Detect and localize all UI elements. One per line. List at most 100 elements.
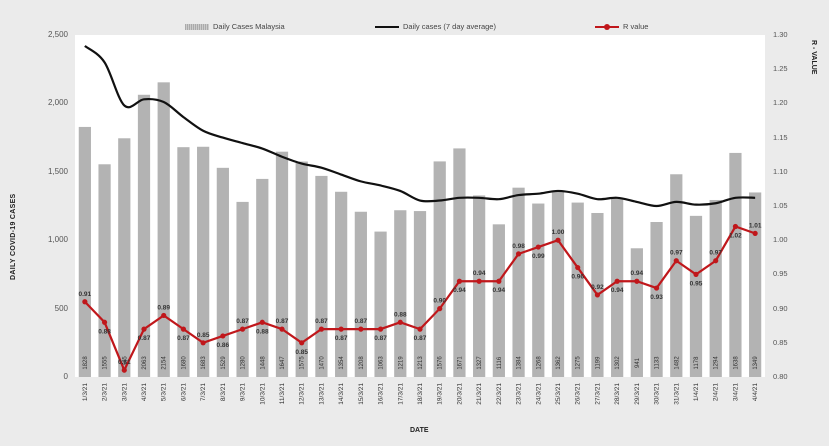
r-value-label: 1.02 (729, 233, 742, 240)
bar-value-label: 1294 (714, 356, 720, 370)
r-value-marker (82, 299, 88, 305)
bar-value-label: 1575 (300, 356, 306, 370)
bar (157, 82, 170, 378)
bar-value-label: 1199 (595, 356, 601, 370)
bar-value-label: 1362 (556, 356, 562, 370)
bar-value-label: 1384 (517, 356, 523, 370)
y-tick-left: 2,500 (47, 30, 68, 39)
r-value-marker (732, 223, 739, 230)
y-tick-left: 1,000 (47, 235, 68, 245)
y-tick-right: 1.20 (773, 98, 788, 108)
bar-value-label: 2154 (162, 356, 168, 370)
r-value-marker (121, 367, 127, 373)
bar-value-label: 1275 (576, 356, 582, 370)
bar (571, 202, 584, 377)
x-tick-label: 4/4/21 (752, 383, 759, 401)
x-tick-label: 10/3/21 (259, 383, 266, 405)
bar-value-label: 1219 (398, 356, 404, 370)
x-tick-label: 28/3/21 (614, 383, 621, 405)
bar (98, 164, 111, 377)
r-value-label: 0.99 (532, 253, 545, 260)
bar-value-label: 1116 (497, 356, 503, 369)
bar (532, 203, 545, 377)
x-tick-label: 9/3/21 (240, 383, 247, 401)
bar (551, 190, 565, 377)
r-value-marker (338, 326, 344, 332)
bar-value-label: 1647 (280, 356, 286, 370)
bar (689, 215, 703, 377)
bar (354, 211, 367, 377)
legend-label: Daily cases (7 day average) (403, 22, 496, 31)
bar (709, 199, 722, 377)
r-value-marker (752, 230, 758, 236)
r-value-marker (220, 333, 226, 339)
bar-value-label: 1208 (359, 356, 365, 370)
y-tick-right: 0.90 (773, 303, 788, 313)
r-value-marker (476, 278, 482, 284)
bar-value-label: 1529 (221, 356, 227, 370)
x-tick-label: 26/3/21 (575, 383, 582, 405)
r-value-label: 0.87 (276, 318, 289, 325)
r-value-label: 0.96 (571, 274, 584, 281)
bar-value-label: 1470 (319, 356, 325, 370)
bar-value-label: 1302 (615, 356, 621, 370)
x-tick-label: 6/3/21 (180, 383, 187, 401)
x-tick-label: 3/4/21 (732, 383, 739, 401)
x-tick-label: 12/3/21 (299, 383, 306, 405)
x-tick-label: 27/3/21 (594, 383, 601, 405)
bar (453, 148, 466, 377)
r-value-marker (594, 292, 601, 298)
r-value-label: 0.87 (177, 335, 190, 342)
x-tick-label: 1/3/21 (82, 383, 89, 401)
bar (611, 198, 624, 377)
x-tick-label: 24/3/21 (535, 383, 542, 405)
bar (137, 94, 151, 377)
bar-value-label: 1745 (122, 356, 128, 370)
r-value-label: 0.87 (335, 335, 348, 342)
r-value-label: 0.93 (650, 294, 663, 301)
y-tick-right: 1.30 (773, 30, 788, 39)
r-value-marker (397, 319, 403, 325)
r-value-label: 0.87 (236, 318, 249, 325)
r-value-label: 0.85 (295, 349, 308, 356)
bar (216, 167, 229, 377)
r-value-marker (437, 306, 443, 312)
bar (630, 248, 643, 377)
r-value-marker (417, 326, 423, 332)
bar (729, 152, 742, 377)
bar-value-label: 1555 (103, 356, 109, 370)
bar-value-label: 1828 (83, 356, 89, 370)
bar-value-label: 1354 (339, 356, 345, 370)
bar-value-label: 2063 (142, 356, 148, 370)
legend-swatch-line (375, 25, 399, 28)
x-tick-label: 25/3/21 (555, 383, 562, 405)
bar (492, 224, 505, 377)
r-value-label: 0.89 (157, 304, 170, 311)
seven-day-average-line (84, 45, 756, 208)
r-value-label: 0.94 (473, 270, 486, 277)
r-value-label: 0.85 (197, 332, 210, 339)
y-tick-right: 0.95 (773, 269, 788, 279)
r-value-marker (141, 326, 147, 332)
bar (394, 210, 407, 377)
bar-value-label: 1133 (655, 356, 661, 370)
bar-value-label: 1349 (753, 356, 759, 370)
x-tick-label: 17/3/21 (397, 383, 404, 405)
bar-value-label: 941 (635, 357, 641, 368)
x-tick-label: 19/3/21 (437, 383, 444, 405)
r-value-marker (318, 326, 325, 332)
r-value-label: 1.01 (749, 222, 762, 229)
r-value-marker (555, 237, 561, 243)
bar-value-label: 1213 (418, 356, 424, 370)
bar-value-label: 1327 (477, 356, 483, 370)
r-value-label: 0.88 (394, 311, 407, 318)
bar (275, 151, 289, 377)
bar (78, 126, 91, 378)
bar (374, 231, 387, 377)
r-value-label: 0.88 (98, 328, 111, 335)
r-value-marker (575, 264, 581, 271)
x-tick-label: 2/3/21 (102, 383, 109, 401)
r-value-label: 0.95 (690, 280, 703, 287)
y-tick-right: 1.05 (773, 201, 788, 210)
x-tick-label: 23/3/21 (516, 383, 523, 405)
